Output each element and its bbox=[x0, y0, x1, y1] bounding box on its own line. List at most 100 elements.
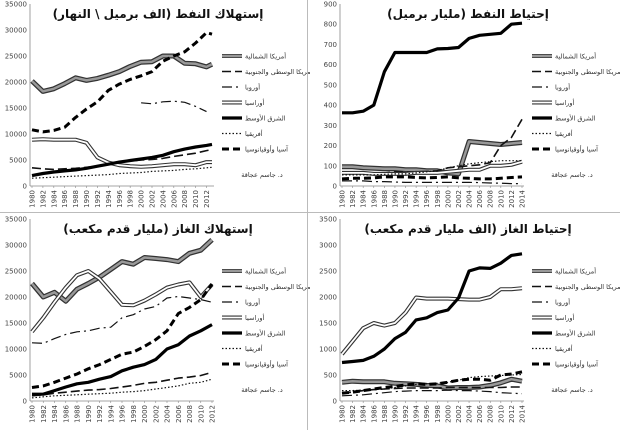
x-tick-label: 2006 bbox=[476, 189, 484, 207]
x-tick-label: 1982 bbox=[40, 405, 48, 423]
x-tick-label: 1998 bbox=[127, 190, 135, 208]
series-line-eurasia-inner bbox=[341, 287, 523, 355]
x-tick-label: 2010 bbox=[192, 190, 200, 208]
x-tick-label: 1996 bbox=[423, 404, 431, 422]
legend-label-europe: أوروبا bbox=[245, 83, 260, 92]
x-tick-label: 1996 bbox=[119, 404, 127, 422]
x-tick-label: 1994 bbox=[413, 404, 421, 422]
y-tick-label: 500 bbox=[324, 81, 337, 89]
chart-title: إحتياط النفط (مليار برميل) bbox=[387, 7, 549, 21]
x-tick-label: 1980 bbox=[339, 405, 347, 423]
series-line-central-south-america bbox=[341, 386, 522, 394]
legend-label-eurasia: أوراسيا bbox=[555, 98, 574, 107]
series-line-europe bbox=[342, 180, 522, 185]
series-line-africa bbox=[31, 378, 213, 399]
x-tick-label: 1992 bbox=[94, 190, 102, 208]
x-tick-label: 2014 bbox=[519, 189, 527, 207]
y-tick-label: 10000 bbox=[5, 346, 27, 354]
series-line-africa bbox=[342, 160, 522, 176]
x-tick-label: 1988 bbox=[74, 405, 82, 423]
x-tick-label: 1998 bbox=[130, 405, 138, 423]
y-tick-label: 200 bbox=[324, 142, 337, 150]
chart-title: إستهلاك النفط (الف برميل \ النهار) bbox=[53, 7, 264, 21]
series-line-africa bbox=[31, 166, 213, 179]
x-tick-label: 1994 bbox=[107, 404, 115, 422]
series-line-africa bbox=[342, 373, 523, 392]
legend-label-europe: أوروبا bbox=[245, 298, 260, 307]
x-tick-label: 2012 bbox=[209, 405, 217, 423]
y-tick-label: 2000 bbox=[319, 294, 337, 302]
x-tick-label: 2004 bbox=[159, 189, 167, 207]
x-tick-label: 1984 bbox=[360, 404, 368, 422]
x-tick-label: 2008 bbox=[487, 190, 495, 208]
x-tick-label: 2006 bbox=[170, 189, 178, 207]
x-tick-label: 1986 bbox=[370, 404, 378, 422]
legend-label-asia-oceania: آسيا وأوقيانوسيا bbox=[555, 360, 599, 369]
y-tick-label: 3000 bbox=[319, 242, 337, 250]
series-line-north-america-inner bbox=[341, 377, 523, 390]
x-tick-label: 2002 bbox=[455, 190, 463, 208]
x-tick-label: 2000 bbox=[141, 405, 149, 423]
author-credit: د. جاسم عجاقة bbox=[551, 386, 593, 394]
x-tick-label: 1988 bbox=[72, 190, 80, 208]
x-tick-label: 1986 bbox=[370, 189, 378, 207]
x-tick-label: 2010 bbox=[497, 405, 505, 423]
y-tick-label: 700 bbox=[324, 41, 337, 49]
x-tick-label: 1980 bbox=[29, 405, 37, 423]
y-tick-label: 100 bbox=[324, 162, 337, 170]
x-tick-label: 1996 bbox=[423, 189, 431, 207]
x-tick-label: 1990 bbox=[391, 405, 399, 423]
chart-title: إستهلاك الغاز (مليار قدم مكعب) bbox=[63, 222, 252, 237]
x-tick-label: 2004 bbox=[466, 404, 474, 422]
gas-reserves-chart: 0 500 1000 1500 2000 2500 3000 3500 1980 1982 1984… bbox=[319, 216, 620, 423]
series-line-europe bbox=[141, 100, 207, 113]
horizontal-divider bbox=[0, 212, 620, 213]
legend-label-europe: أوروبا bbox=[555, 83, 570, 92]
x-tick-label: 1992 bbox=[402, 405, 410, 423]
y-tick-label: 900 bbox=[324, 1, 337, 9]
x-tick-label: 2000 bbox=[444, 190, 452, 208]
chart-title: إحتياط الغاز (الف مليار قدم مكعب) bbox=[364, 222, 571, 237]
x-tick-label: 1980 bbox=[29, 190, 37, 208]
legend-label-north-america: أمريكا الشمالية bbox=[555, 267, 596, 276]
series-line-central-south-america bbox=[31, 371, 213, 397]
x-tick-label: 2002 bbox=[149, 190, 157, 208]
x-tick-label: 2012 bbox=[203, 190, 211, 208]
x-tick-label: 1982 bbox=[349, 190, 357, 208]
x-tick-label: 2010 bbox=[197, 405, 205, 423]
legend-label-asia-oceania: آسيا وأوقيانوسيا bbox=[555, 145, 599, 154]
y-tick-label: 3500 bbox=[319, 216, 337, 224]
series-line-middle-east bbox=[341, 252, 523, 365]
x-tick-label: 2008 bbox=[487, 405, 495, 423]
y-tick-label: 25000 bbox=[5, 53, 27, 61]
x-tick-label: 2006 bbox=[476, 404, 484, 422]
x-tick-label: 1990 bbox=[391, 190, 399, 208]
y-tick-label: 35000 bbox=[5, 1, 27, 9]
y-tick-label: 35000 bbox=[5, 216, 27, 224]
x-tick-label: 2000 bbox=[138, 190, 146, 208]
legend-label-north-america: أمريكا الشمالية bbox=[555, 52, 596, 61]
author-credit: د. جاسم عجاقة bbox=[241, 171, 283, 179]
legend-label-middle-east: الشرق الأوسط bbox=[245, 329, 286, 338]
series-line-eurasia-inner bbox=[31, 138, 212, 168]
legend-label-central-south-america: أمريكا الوسطى والجنوبية bbox=[245, 282, 310, 291]
legend-label-central-south-america: أمريكا الوسطى والجنوبية bbox=[245, 67, 310, 76]
x-tick-label: 2012 bbox=[508, 190, 516, 208]
series-line-north-america-inner bbox=[342, 140, 523, 176]
x-tick-label: 1988 bbox=[381, 405, 389, 423]
y-tick-label: 0 bbox=[23, 183, 27, 191]
y-tick-label: 1000 bbox=[319, 346, 337, 354]
x-tick-label: 2002 bbox=[455, 405, 463, 423]
series-line-middle-east bbox=[31, 142, 213, 178]
x-tick-label: 1994 bbox=[105, 189, 113, 207]
y-tick-label: 30000 bbox=[5, 242, 27, 250]
x-tick-label: 1988 bbox=[381, 190, 389, 208]
y-tick-label: 1500 bbox=[319, 320, 337, 328]
series-line-middle-east bbox=[32, 323, 213, 396]
x-tick-label: 1986 bbox=[61, 189, 69, 207]
y-tick-label: 5000 bbox=[9, 157, 27, 165]
x-tick-label: 2008 bbox=[186, 405, 194, 423]
legend-label-asia-oceania: آسيا وأوقيانوسيا bbox=[245, 145, 289, 154]
